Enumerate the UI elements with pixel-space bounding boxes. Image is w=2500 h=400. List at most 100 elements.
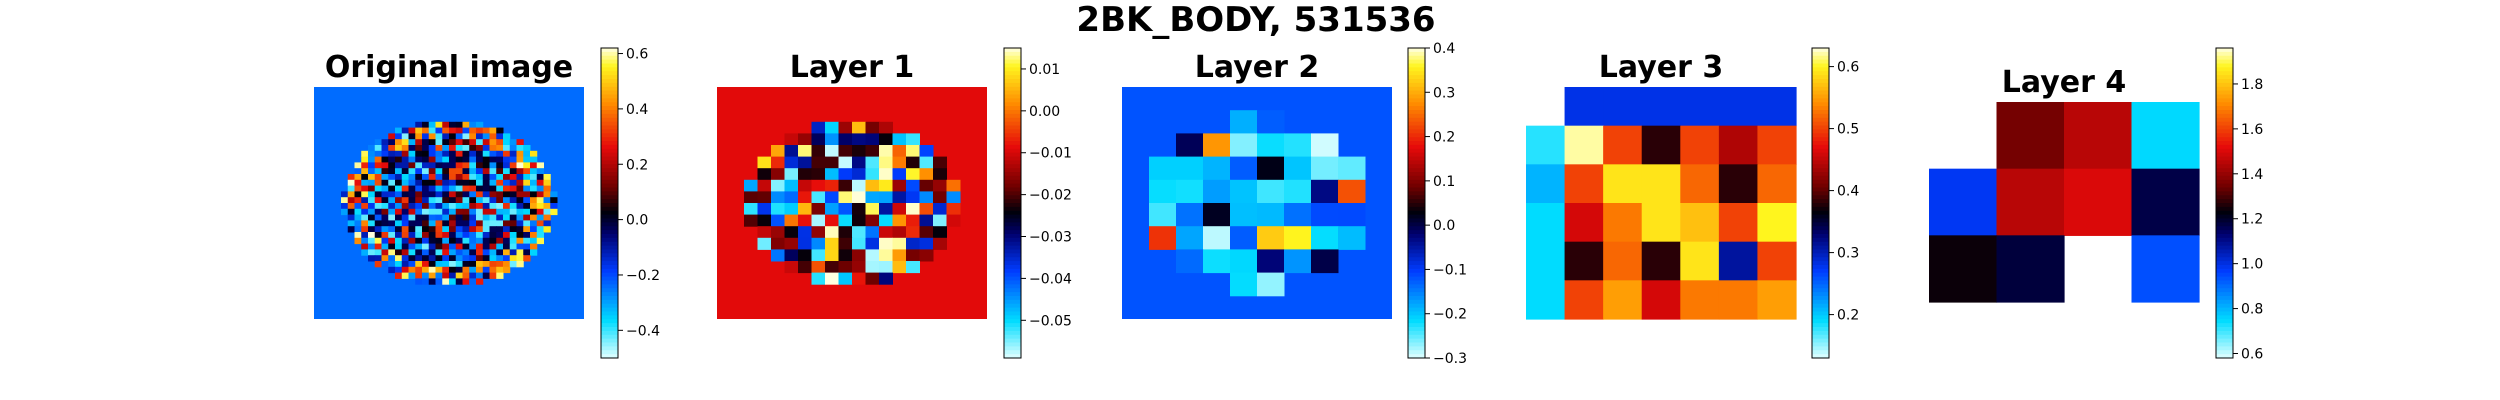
- heatmap-cell: [415, 266, 423, 274]
- heatmap-cell: [798, 237, 812, 250]
- heatmap-cell: [509, 237, 517, 245]
- colorbar-segment: [1408, 245, 1425, 251]
- heatmap-cell: [469, 139, 477, 146]
- heatmap-cell: [1996, 235, 2065, 303]
- heatmap-cell: [838, 203, 853, 216]
- heatmap-cell: [879, 156, 893, 169]
- heatmap-cell: [361, 150, 369, 158]
- heatmap-cell: [744, 179, 758, 192]
- colorbar-segment: [1004, 102, 1021, 107]
- heatmap-cell: [476, 243, 484, 250]
- colorbar-segment: [1408, 234, 1425, 239]
- heatmap-cell: [449, 179, 457, 187]
- colorbar-tick-label: 0.6: [626, 47, 648, 63]
- heatmap-cell: [361, 156, 369, 163]
- heatmap-cell: [347, 208, 355, 216]
- colorbar-segment: [1004, 187, 1021, 192]
- heatmap-cell: [442, 237, 450, 245]
- colorbar-segment: [1004, 218, 1021, 223]
- colorbar-segment: [1004, 261, 1021, 266]
- heatmap-cell: [408, 255, 416, 262]
- heatmap-cell: [496, 272, 504, 279]
- heatmap-cell: [435, 220, 443, 227]
- heatmap-cell: [388, 226, 396, 233]
- heatmap-cell: [395, 185, 403, 192]
- heatmap-cell: [395, 156, 403, 163]
- colorbar-segment: [2216, 237, 2233, 243]
- heatmap-cell: [415, 220, 423, 227]
- heatmap-cell: [1203, 249, 1231, 274]
- panel-1: Original image 0.6 0.4 0.2 0.0 −0.2 −0.4: [314, 47, 660, 359]
- colorbar-segment: [2216, 117, 2233, 123]
- heatmap-cell: [784, 191, 799, 204]
- heatmap-cell: [757, 226, 772, 239]
- heatmap-cell: [374, 185, 382, 192]
- colorbar-segment: [2216, 164, 2233, 169]
- colorbar-segment: [2216, 346, 2233, 351]
- colorbar-segment: [1408, 311, 1425, 316]
- heatmap-cell: [469, 220, 477, 227]
- heatmap-cell: [489, 150, 497, 158]
- heatmap-cell: [852, 121, 866, 134]
- heatmap-cell: [401, 203, 409, 210]
- heatmap-cell: [1718, 164, 1759, 204]
- heatmap-cell: [422, 174, 430, 181]
- heatmap-cell: [428, 208, 436, 216]
- colorbar-segment: [601, 327, 618, 332]
- colorbar-segment: [601, 117, 618, 123]
- heatmap-cell: [482, 261, 490, 268]
- colorbar-tick-label: −0.3: [1433, 351, 1467, 367]
- heatmap-cell: [428, 179, 436, 187]
- heatmap-cell: [838, 133, 853, 146]
- heatmap-cell: [381, 226, 389, 233]
- heatmap-cell: [462, 214, 470, 221]
- heatmap-cell: [1230, 272, 1258, 297]
- heatmap-cell: [852, 156, 866, 169]
- heatmap-cell: [784, 203, 799, 216]
- heatmap-cell: [852, 237, 866, 250]
- colorbar-segment: [1812, 265, 1829, 270]
- colorbar-segment: [1004, 144, 1021, 150]
- heatmap-cell: [428, 139, 436, 146]
- colorbar-segment: [601, 125, 618, 130]
- colorbar-segment: [1408, 327, 1425, 332]
- colorbar-segment: [2216, 175, 2233, 181]
- colorbar-segment: [2216, 284, 2233, 289]
- colorbar: 0.6 0.4 0.2 0.0 −0.2 −0.4: [600, 47, 660, 359]
- colorbar-tick-label: −0.03: [1029, 230, 1072, 246]
- heatmap-cell: [865, 237, 880, 250]
- heatmap-cell: [879, 261, 893, 274]
- heatmap-cell: [825, 249, 839, 262]
- heatmap-cell: [852, 191, 866, 204]
- heatmap-cell: [428, 203, 436, 210]
- colorbar-segment: [1408, 342, 1425, 347]
- heatmap-cell: [1176, 249, 1204, 274]
- heatmap-cell: [381, 237, 389, 245]
- heatmap-cell: [408, 139, 416, 146]
- colorbar-segment: [2216, 137, 2233, 142]
- heatmap-cell: [1718, 203, 1759, 243]
- colorbar-segment: [1408, 303, 1425, 309]
- heatmap-cell: [919, 156, 934, 169]
- heatmap-cell: [757, 156, 772, 169]
- heatmap-cell: [509, 191, 517, 198]
- heatmap-cell: [1526, 203, 1566, 243]
- heatmap-cell: [543, 197, 551, 204]
- colorbar-segment: [1004, 191, 1021, 196]
- colorbar-frame: [600, 47, 619, 359]
- heatmap-cell: [347, 197, 355, 204]
- heatmap-cell: [395, 150, 403, 158]
- colorbar-segment: [601, 144, 618, 150]
- heatmap-cell: [516, 237, 524, 245]
- colorbar-segment: [1408, 183, 1425, 189]
- heatmap-cell: [906, 226, 920, 239]
- heatmap-cell: [1718, 241, 1759, 281]
- heatmap-cell: [946, 179, 961, 192]
- colorbar-segment: [2216, 51, 2233, 57]
- heatmap-cell: [825, 168, 839, 181]
- heatmap-cell: [536, 179, 544, 187]
- heatmap-cell: [784, 168, 799, 181]
- colorbar-segment: [1004, 195, 1021, 200]
- heatmap-cell: [523, 243, 531, 250]
- heatmap-cell: [489, 232, 497, 239]
